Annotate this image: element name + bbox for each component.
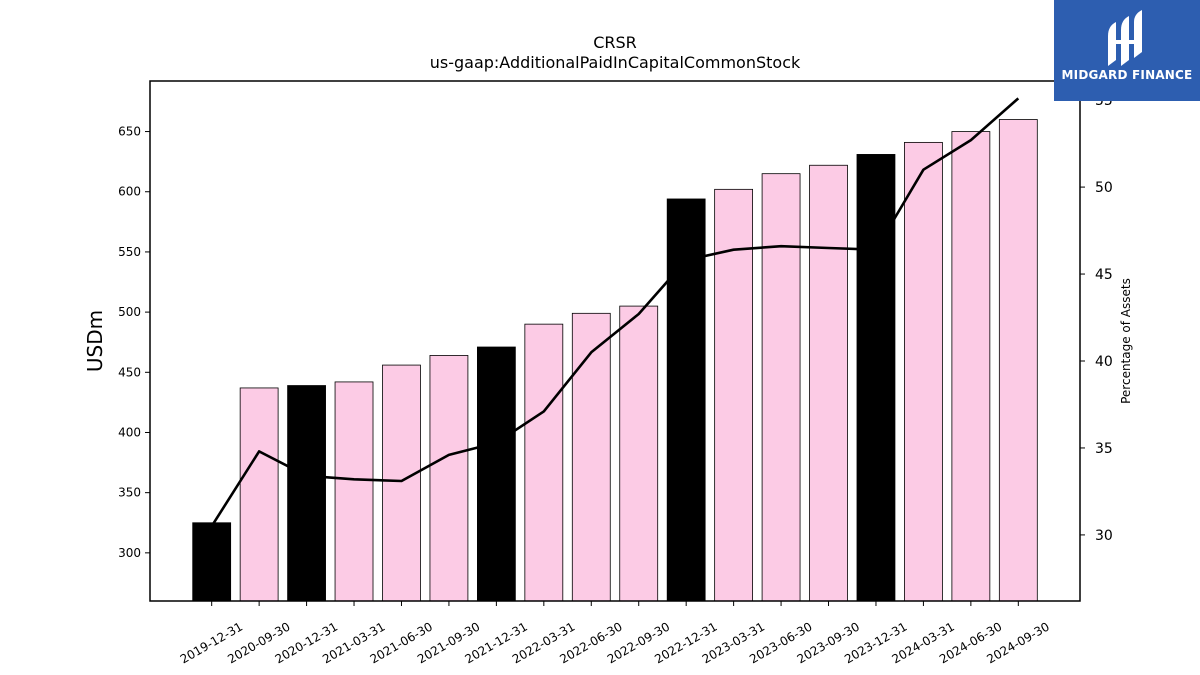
bar-2022-06-30	[571, 312, 611, 602]
bar-2020-09-30	[239, 387, 279, 602]
y-tick-label: 350	[118, 486, 141, 500]
logo-text: MIDGARD FINANCE	[1061, 68, 1193, 82]
bar-2023-06-30	[761, 173, 801, 602]
bar-2020-12-31	[287, 385, 326, 602]
y-tick-label: 600	[118, 185, 141, 199]
y-tick-label: 500	[118, 305, 141, 319]
y2-tick-label: 45	[1095, 267, 1113, 283]
y2-tick-label: 30	[1095, 528, 1113, 544]
chart-title: CRSR	[593, 33, 637, 52]
bar-2022-12-31	[666, 198, 706, 602]
bar-2021-03-31	[334, 381, 374, 602]
y2-tick-label: 50	[1095, 180, 1113, 196]
y2-axis-label: Percentage of Assets	[1119, 278, 1133, 404]
y-tick-label: 650	[118, 125, 141, 139]
bar-2022-03-31	[524, 323, 564, 602]
bar-2023-12-31	[856, 154, 896, 602]
plot-frame	[149, 80, 1081, 602]
midgard-finance-logo: MIDGARD FINANCE	[1054, 0, 1200, 101]
bar-2021-06-30	[382, 364, 421, 602]
bar-2019-12-31	[192, 522, 232, 602]
bar-2021-09-30	[429, 355, 469, 602]
bar-2023-09-30	[809, 164, 848, 602]
bar-2024-06-30	[951, 131, 991, 602]
bar-2023-03-31	[714, 188, 754, 602]
midgard-logo-mark-icon	[1108, 10, 1142, 66]
bar-2021-12-31	[476, 346, 516, 602]
bar-2024-03-31	[904, 141, 943, 602]
assets-percentage-line	[210, 97, 1020, 527]
chart-subtitle: us-gaap:AdditionalPaidInCapitalCommonSto…	[429, 53, 801, 72]
y-tick-label: 550	[118, 245, 141, 259]
y-tick-label: 300	[118, 546, 141, 560]
y2-tick-label: 40	[1095, 354, 1113, 370]
y-tick-label: 400	[118, 425, 141, 439]
bar-2022-09-30	[619, 305, 659, 602]
y2-tick-label: 35	[1095, 441, 1113, 457]
y-axis-label: USDm	[83, 310, 107, 372]
y-tick-label: 450	[118, 365, 141, 379]
bar-2024-09-30	[998, 119, 1038, 602]
